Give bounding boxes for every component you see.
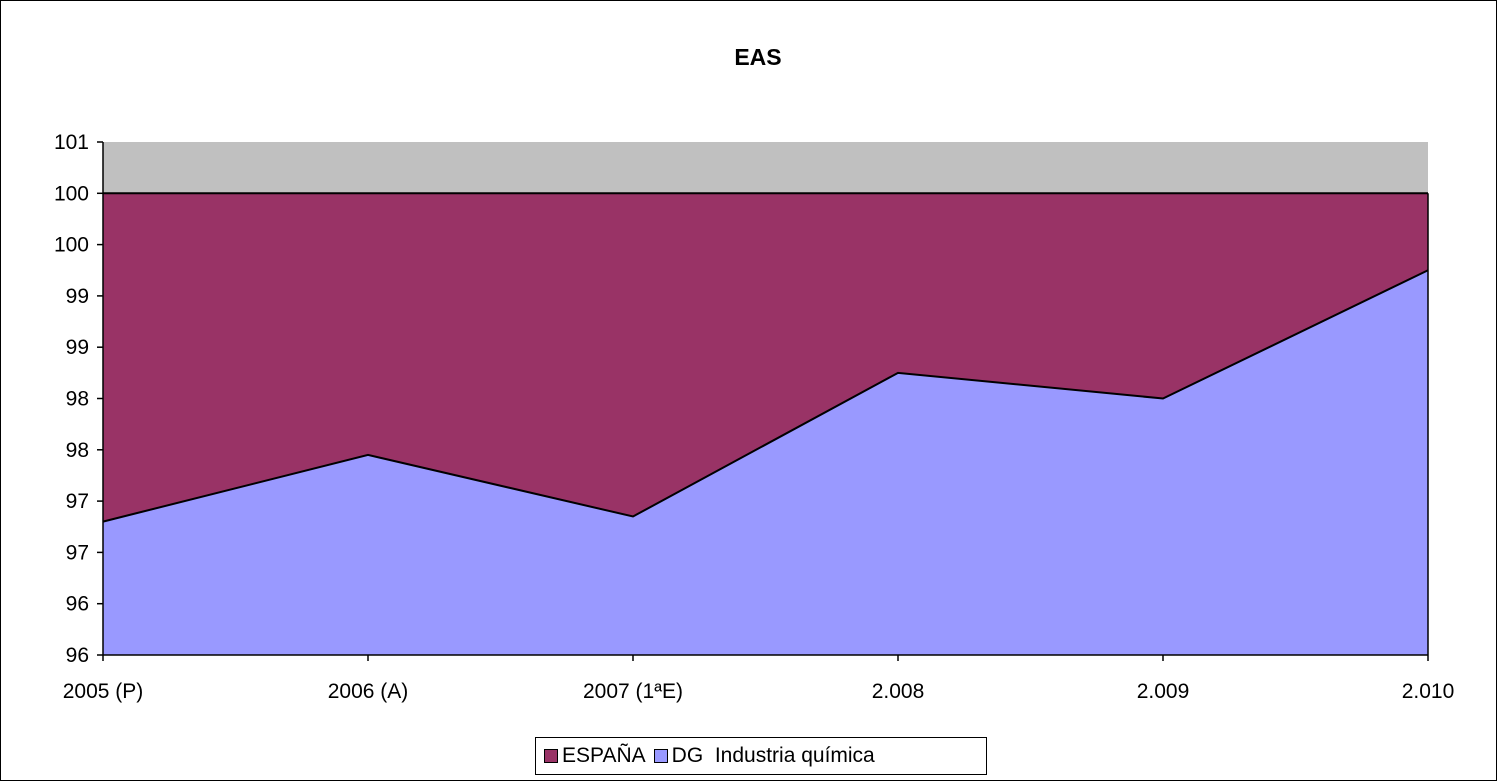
x-tick-label: 2005 (P) — [63, 680, 144, 703]
legend-swatch-dg-industria-quimica — [653, 749, 668, 763]
y-tick-label: 96 — [66, 593, 89, 616]
y-tick-label: 96 — [66, 644, 89, 667]
chart-title: EAS — [734, 44, 781, 70]
y-tick-label: 100 — [54, 234, 89, 257]
legend-entry-espana: ESPAÑA — [544, 744, 646, 768]
x-tick-label: 2007 (1ªE) — [583, 680, 683, 703]
y-tick-label: 97 — [66, 490, 89, 513]
legend-entry-dg-industria-quimica: DG Industria química — [653, 744, 875, 768]
x-tick-label: 2.010 — [1402, 680, 1455, 703]
x-tick-label: 2.008 — [872, 680, 925, 703]
y-tick-label: 99 — [66, 285, 89, 308]
legend-label-espana: ESPAÑA — [562, 744, 646, 767]
y-tick-label: 97 — [66, 541, 89, 564]
legend-swatch-espana — [544, 749, 558, 763]
series-area-dg-industria-quimica — [103, 270, 1428, 655]
y-tick-label: 98 — [66, 439, 89, 462]
series-area-espana — [103, 193, 1428, 522]
y-tick-label: 101 — [54, 131, 89, 154]
y-tick-label: 100 — [54, 182, 89, 205]
x-tick-label: 2.009 — [1137, 680, 1190, 703]
plot-area: 96 96 97 97 98 98 99 99 100 100 101 2005 (P) 2006 (A… — [54, 131, 1454, 703]
x-tick-label: 2006 (A) — [328, 680, 409, 703]
legend-label-dg-industria-quimica: DG Industria química — [671, 744, 875, 767]
y-tick-label: 98 — [66, 388, 89, 411]
series-line-dg-industria-quimica — [102, 269, 1429, 523]
y-tick-label: 99 — [66, 336, 89, 359]
legend: ESPAÑA DG Industria química — [535, 737, 987, 775]
